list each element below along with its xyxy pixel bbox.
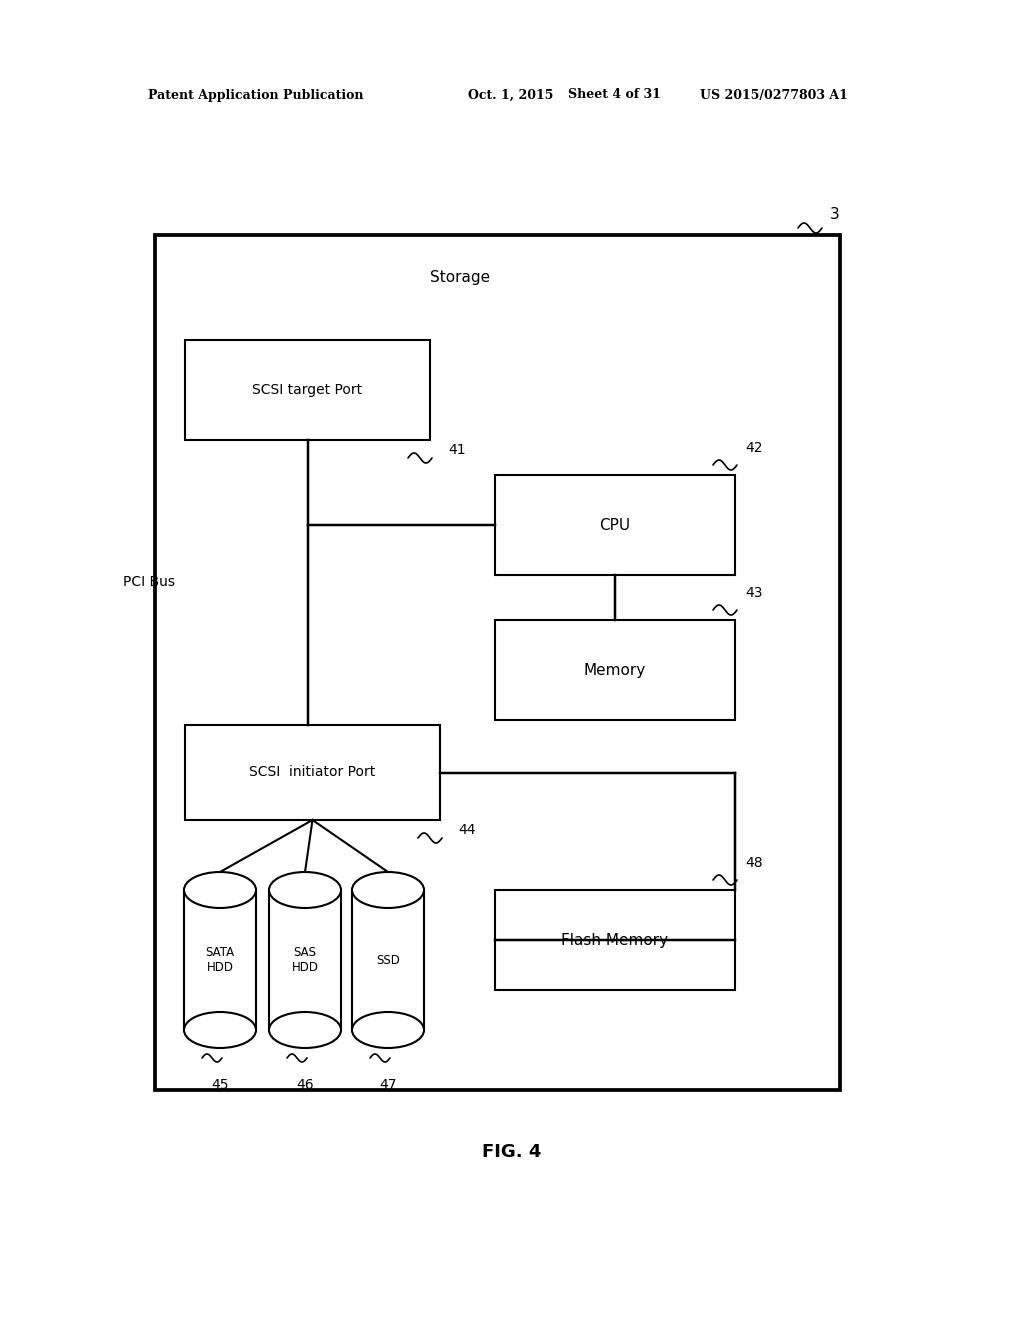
Text: SCSI  initiator Port: SCSI initiator Port <box>250 766 376 780</box>
Ellipse shape <box>352 873 424 908</box>
Text: Storage: Storage <box>430 271 490 285</box>
Text: CPU: CPU <box>599 517 631 532</box>
Text: Memory: Memory <box>584 663 646 677</box>
Ellipse shape <box>184 873 256 908</box>
Text: SAS
HDD: SAS HDD <box>292 946 318 974</box>
Bar <box>155 235 840 1090</box>
Text: 47: 47 <box>379 1078 396 1092</box>
Text: Flash Memory: Flash Memory <box>561 932 669 948</box>
Text: FIG. 4: FIG. 4 <box>482 1143 542 1162</box>
Bar <box>185 341 430 440</box>
Bar <box>185 725 440 820</box>
Text: 45: 45 <box>211 1078 228 1092</box>
Text: Sheet 4 of 31: Sheet 4 of 31 <box>568 88 660 102</box>
Text: 41: 41 <box>449 444 466 457</box>
Ellipse shape <box>269 873 341 908</box>
Text: PCI Bus: PCI Bus <box>123 576 175 590</box>
Text: 46: 46 <box>296 1078 313 1092</box>
Text: 44: 44 <box>458 822 475 837</box>
Ellipse shape <box>269 1012 341 1048</box>
Ellipse shape <box>184 1012 256 1048</box>
Bar <box>495 620 735 719</box>
Text: US 2015/0277803 A1: US 2015/0277803 A1 <box>700 88 848 102</box>
Text: 42: 42 <box>745 441 763 455</box>
Text: 3: 3 <box>830 207 840 222</box>
Text: SCSI target Port: SCSI target Port <box>253 383 362 397</box>
Text: SSD: SSD <box>376 953 400 966</box>
Ellipse shape <box>352 1012 424 1048</box>
Text: Oct. 1, 2015: Oct. 1, 2015 <box>468 88 553 102</box>
Text: SATA
HDD: SATA HDD <box>206 946 234 974</box>
Text: 43: 43 <box>745 586 763 601</box>
Text: Patent Application Publication: Patent Application Publication <box>148 88 364 102</box>
Bar <box>495 475 735 576</box>
Bar <box>495 890 735 990</box>
Text: 48: 48 <box>745 855 763 870</box>
